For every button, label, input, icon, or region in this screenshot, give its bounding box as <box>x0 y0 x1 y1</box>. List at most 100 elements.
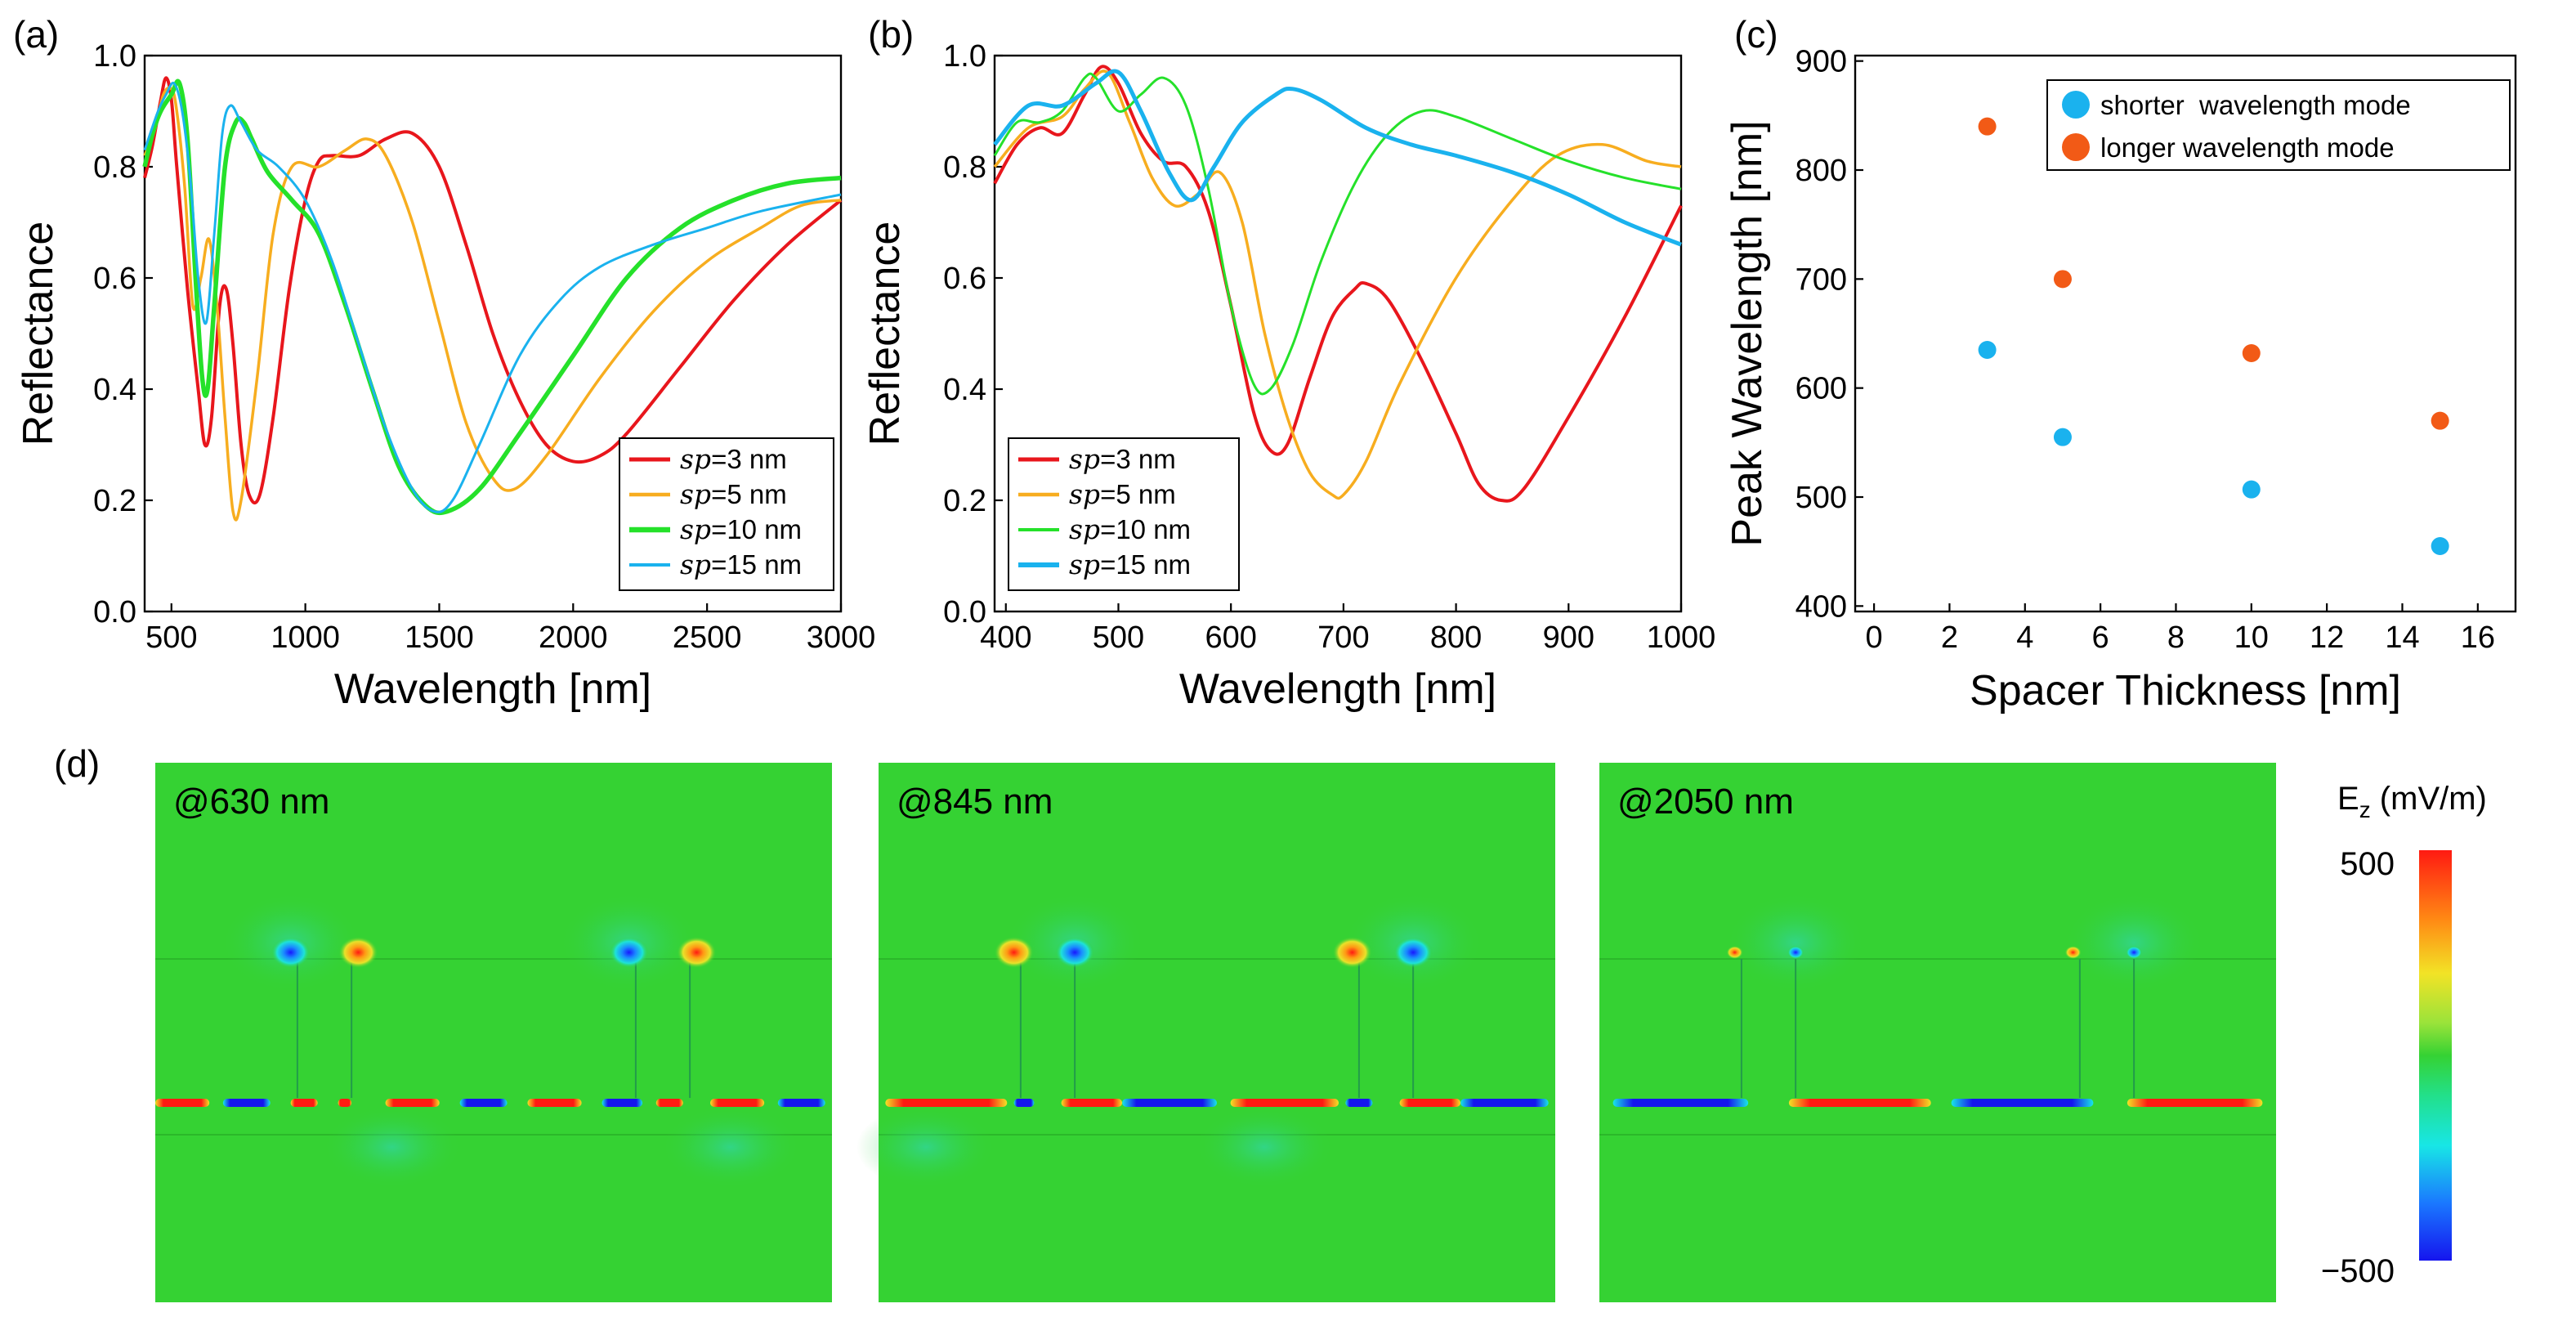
panel-b-ytick-label: 0.2 <box>943 484 986 518</box>
panel-d-letter: (d) <box>54 742 100 785</box>
field-hotspot-blue <box>609 936 649 969</box>
panel-c-xtick-label: 12 <box>2310 620 2344 655</box>
legend-short-label: shorter wavelength mode <box>2100 90 2411 120</box>
colorbar-gradient <box>2419 850 2452 1261</box>
field-strip-red <box>155 1099 210 1107</box>
field-map-panel: @845 nm <box>856 763 1555 1302</box>
panel-c-point-short_mode <box>2431 537 2449 555</box>
panel-a-legend-label: sp=3 nm <box>680 443 787 475</box>
panel-a-xtick-label: 1500 <box>405 620 474 655</box>
field-hotspot-red <box>1726 946 1743 959</box>
panel-b-ylabel: Reflectance <box>861 222 909 446</box>
panel-b-series <box>993 65 1683 503</box>
panel-b-ytick-label: 0.4 <box>943 373 986 407</box>
field-map-panel: @630 nm <box>155 763 832 1302</box>
field-halo <box>660 1106 800 1188</box>
panel-c-point-long_mode <box>2242 344 2261 362</box>
colorbar-max-label: 500 <box>2340 846 2395 882</box>
panel-b: (b) 400 500 600 700 800 900 1000 0.0 0.2 0.4 0.6 0.… <box>861 13 1715 713</box>
field-strip-red <box>2127 1099 2263 1107</box>
legend-long-label: longer wavelength mode <box>2100 132 2395 163</box>
panel-a-series <box>142 76 843 522</box>
panel-c-xlabel: Spacer Thickness [nm] <box>1970 667 2401 715</box>
panel-c-letter: (c) <box>1734 13 1778 56</box>
panel-b-ytick-label: 0.0 <box>943 595 986 629</box>
panel-c-legend: shorter wavelength mode longer wavelengt… <box>2046 79 2511 171</box>
panel-b-xlabel: Wavelength [nm] <box>1179 665 1496 713</box>
field-strip-red <box>527 1099 582 1107</box>
panel-b-xtick-label: 900 <box>1543 620 1594 655</box>
panel-c-series <box>1978 117 2449 555</box>
panel-c-point-short_mode <box>1978 341 1997 359</box>
panel-b-legend-label: sp=5 nm <box>1069 478 1176 510</box>
panel-c-xtick-label: 8 <box>2167 620 2185 655</box>
field-maps: @630 nm @845 nm @2050 nm <box>155 763 2276 1302</box>
field-strip-red <box>385 1099 440 1107</box>
panel-c-plot-frame <box>1854 54 2517 613</box>
panel-b-ytick-label: 1.0 <box>943 39 986 74</box>
field-hotspot-red <box>1332 936 1372 969</box>
field-map-wavelength-label: @630 nm <box>173 782 329 822</box>
panel-c-xtick-label: 0 <box>1866 620 1883 655</box>
field-strip-blue <box>459 1099 508 1107</box>
panel-b-series-sp15-line <box>993 69 1682 247</box>
panel-a-series-sp3-line <box>143 76 843 504</box>
panel-c-point-short_mode <box>2053 428 2072 446</box>
field-hotspot-blue <box>1787 946 1805 959</box>
panel-a-series-sp15-line <box>143 81 842 513</box>
field-strip-red <box>655 1099 683 1107</box>
panel-c-ytick-label: 800 <box>1796 154 1847 188</box>
panel-b-series-sp5-line <box>993 69 1682 500</box>
field-strip-red <box>1788 1099 1931 1107</box>
field-strip-blue <box>1345 1099 1373 1107</box>
field-strip-blue <box>602 1099 643 1107</box>
field-strip-red <box>338 1099 352 1107</box>
panel-b-xtick-label: 500 <box>1093 620 1144 655</box>
field-hotspot-red <box>994 936 1034 969</box>
panel-b-legend-label: sp=3 nm <box>1069 443 1176 475</box>
panel-c-point-long_mode <box>2431 411 2449 430</box>
panel-a-legend-label: sp=15 nm <box>680 549 802 580</box>
panel-c-ytick-label: 400 <box>1796 589 1847 624</box>
panel-b-xtick-label: 700 <box>1317 620 1369 655</box>
field-hotspot-blue <box>1393 936 1433 969</box>
field-map-wavelength-label: @845 nm <box>897 782 1053 822</box>
field-map-background <box>879 763 1555 1302</box>
panel-a-xtick-label: 3000 <box>807 620 876 655</box>
panel-b-legend-label: sp=10 nm <box>1069 513 1191 545</box>
panel-c-xtick-label: 14 <box>2385 620 2419 655</box>
field-strip-red <box>709 1099 765 1107</box>
field-hotspot-blue <box>271 936 311 969</box>
panel-c-point-short_mode <box>2242 480 2261 499</box>
field-map-background <box>155 763 832 1302</box>
field-hotspot-red <box>677 936 717 969</box>
field-halo <box>856 1106 995 1188</box>
panel-a-ytick-label: 0.6 <box>93 262 136 296</box>
panel-c-ylabel: Peak Wavelength [nm] <box>1724 120 1771 546</box>
field-strip-blue <box>1013 1099 1035 1107</box>
field-strip-blue <box>1460 1099 1549 1107</box>
colorbar: Ez (mV/m) 500 −500 <box>2321 781 2487 1289</box>
field-map-wavelength-label: @2050 nm <box>1617 782 1794 822</box>
legend-long-marker <box>2062 133 2090 161</box>
field-strip-blue <box>1612 1099 1749 1107</box>
panel-a-ytick-label: 0.8 <box>93 150 136 185</box>
panel-a-ytick-label: 0.2 <box>93 484 136 518</box>
panel-c-legend-box <box>2046 79 2511 171</box>
panel-a-xtick-label: 2500 <box>673 620 742 655</box>
panel-b-legend-label: sp=15 nm <box>1069 549 1191 580</box>
panel-d: (d) @630 nm @845 nm @2050 nm Ez (mV/m) 500… <box>54 742 2487 1302</box>
field-strip-blue <box>222 1099 271 1107</box>
panel-a-ytick-label: 0.4 <box>93 373 136 407</box>
field-halo <box>322 1106 462 1188</box>
panel-a-plot-frame <box>143 54 843 613</box>
field-hotspot-red <box>2064 946 2082 959</box>
panel-a-series-sp5-line <box>143 86 842 522</box>
field-strip-blue <box>1122 1099 1217 1107</box>
field-strip-red <box>290 1099 318 1107</box>
panel-c-ticks: 0 2 4 6 8 10 12 14 16 400 500 600 700 800 900 <box>1796 45 2495 655</box>
panel-c-ytick-label: 700 <box>1796 262 1847 297</box>
field-map-background <box>1599 763 2276 1302</box>
